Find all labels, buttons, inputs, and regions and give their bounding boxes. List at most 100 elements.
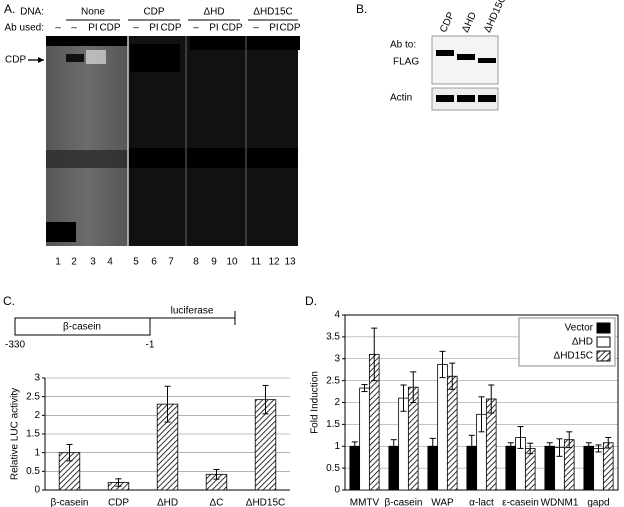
bar (437, 364, 448, 491)
x-tick-label: ε-casein (502, 498, 539, 507)
error-bar (371, 327, 378, 382)
y-tick-label: 2.5 (326, 375, 340, 386)
position: -330 (5, 340, 25, 351)
blot-label: FLAG (393, 57, 419, 68)
y-tick-label: 3.5 (326, 332, 340, 343)
dna-group: ΔHD15C (253, 7, 292, 18)
antibody: – (133, 23, 139, 34)
error-bar (488, 384, 495, 414)
bar (446, 375, 458, 491)
y-tick-label: 1 (334, 441, 340, 452)
lane-number: 6 (151, 257, 157, 268)
panel-label: A. (4, 2, 15, 16)
lane-number: 13 (284, 257, 296, 268)
legend-label: ΔHD (572, 337, 593, 348)
legend-swatch (596, 336, 611, 348)
y-tick-label: 0.5 (326, 463, 340, 474)
error-bar (400, 384, 407, 412)
error-bar (213, 468, 220, 480)
antibody: CDP (160, 23, 181, 34)
error-bar (595, 444, 602, 453)
x-tick-label: WDNM1 (541, 498, 579, 507)
error-bar (478, 396, 485, 433)
error-bar (468, 434, 475, 458)
lane-label: CDP (438, 10, 457, 34)
error-bar (449, 362, 456, 390)
legend-label: ΔHD15C (554, 351, 593, 362)
lane-number: 1 (55, 257, 61, 268)
y-tick-label: 3 (334, 353, 340, 364)
legend-label: Vector (565, 323, 594, 334)
y-tick-label: 4 (334, 310, 340, 321)
x-tick-label: MMTV (350, 498, 380, 507)
x-tick-label: β-casein (51, 498, 89, 507)
y-tick-label: 1.5 (326, 419, 340, 430)
error-bar (439, 350, 446, 379)
error-bar (66, 443, 73, 462)
legend-swatch (596, 350, 611, 362)
lane-number: 7 (168, 257, 174, 268)
lane-number: 8 (193, 257, 199, 268)
x-tick-label: gapd (587, 498, 609, 507)
lane-number: 2 (71, 257, 77, 268)
y-tick-label: 2 (34, 410, 40, 421)
bar (359, 387, 370, 491)
lane-number: 9 (211, 257, 217, 268)
lane-number: 3 (90, 257, 96, 268)
error-bar (164, 385, 171, 423)
dna-group: None (81, 7, 105, 18)
x-tick-label: ΔHD (157, 498, 178, 507)
antibody: – (253, 23, 259, 34)
x-tick-label: CDP (108, 498, 129, 507)
antibody: – (55, 23, 61, 34)
antibody: PI (149, 23, 158, 34)
bar (544, 445, 556, 491)
x-tick-label: ΔHD15C (246, 498, 285, 507)
lane-number: 11 (251, 257, 262, 268)
error-bar (262, 384, 269, 415)
x-tick-label: WAP (431, 498, 454, 507)
y-tick-label: 1 (34, 447, 40, 458)
error-bar (556, 438, 563, 457)
bar (524, 448, 536, 491)
error-bar (566, 431, 573, 449)
error-bar (605, 437, 612, 449)
legend-swatch (596, 322, 611, 334)
panel-b: B. Ab to: FLAG Actin CDP ΔHD ΔHD15C (356, 0, 509, 111)
lane-label: ΔHD15C (482, 0, 509, 34)
y-tick-label: 0 (334, 485, 340, 496)
antibody: – (193, 23, 199, 34)
position: -1 (146, 340, 155, 351)
panel-a: A. DNA: Ab used: CDP (4, 2, 300, 246)
error-bar (546, 442, 553, 451)
y-tick-label: 1.5 (26, 429, 40, 440)
bar (398, 397, 409, 491)
y-tick-label: 0.5 (26, 466, 40, 477)
bar (593, 448, 604, 491)
bar (583, 445, 595, 491)
error-bar (115, 478, 122, 487)
antibody: CDP (279, 23, 300, 34)
ab-label: Ab used: (5, 23, 44, 34)
antibody: – (71, 23, 77, 34)
bar (505, 445, 517, 491)
antibody: PI (269, 23, 278, 34)
panel-label: B. (356, 2, 367, 16)
error-bar (517, 426, 524, 449)
lane-label: ΔHD (460, 11, 479, 35)
error-bar (527, 442, 534, 455)
x-tick-label: β-casein (385, 498, 423, 507)
marker-label: CDP (5, 55, 26, 66)
error-bar (507, 442, 514, 451)
lane-number: 12 (268, 257, 280, 268)
antibody: CDP (221, 23, 242, 34)
dna-label: DNA: (20, 7, 44, 18)
error-bar (410, 371, 417, 403)
error-bar (429, 437, 436, 455)
y-tick-label: 2 (334, 397, 340, 408)
dna-group: CDP (143, 7, 164, 18)
blot-label: Actin (390, 93, 412, 104)
dna-group: ΔHD (203, 7, 224, 18)
promoter: β-casein (63, 322, 101, 333)
